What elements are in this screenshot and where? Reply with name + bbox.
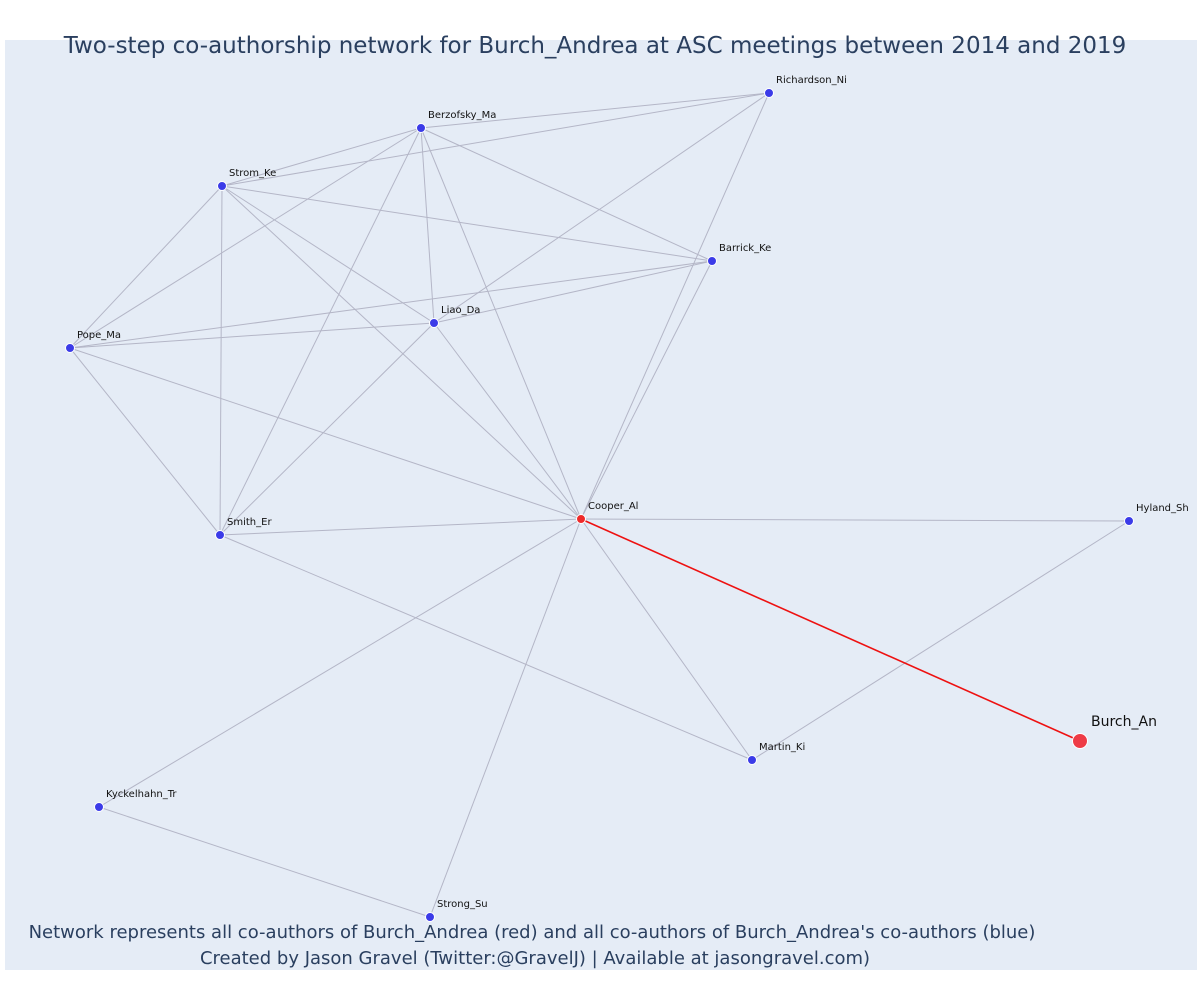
node-label-strom: Strom_Ke bbox=[229, 168, 276, 179]
edge-cooper-barrick bbox=[580, 260, 713, 520]
node-label-kyckelhahn: Kyckelhahn_Tr bbox=[106, 789, 177, 800]
node-strong[interactable] bbox=[425, 912, 435, 922]
edge-smith-martin bbox=[219, 534, 753, 761]
nodes-layer bbox=[65, 88, 1134, 922]
node-label-berzofsky: Berzofsky_Ma bbox=[428, 110, 496, 121]
edge-barrick-strom bbox=[221, 185, 713, 262]
node-hyland[interactable] bbox=[1124, 516, 1134, 526]
node-smith[interactable] bbox=[215, 530, 225, 540]
edge-berzofsky-richardson bbox=[420, 92, 770, 129]
edge-hyland-martin bbox=[751, 520, 1130, 761]
node-label-strong: Strong_Su bbox=[437, 899, 488, 910]
node-berzofsky[interactable] bbox=[416, 123, 426, 133]
node-label-richardson: Richardson_Ni bbox=[776, 75, 847, 86]
edge-cooper-liao bbox=[433, 322, 582, 520]
node-label-burch: Burch_An bbox=[1091, 714, 1157, 730]
edge-cooper-strom bbox=[221, 185, 582, 520]
node-label-smith: Smith_Er bbox=[227, 517, 272, 528]
edge-liao-barrick bbox=[433, 260, 713, 324]
edge-pope-strom bbox=[69, 185, 223, 349]
node-liao[interactable] bbox=[429, 318, 439, 328]
edges-layer bbox=[69, 92, 1130, 918]
edge-liao-berzofsky bbox=[420, 127, 435, 324]
edge-strom-richardson bbox=[221, 92, 770, 187]
edge-cooper-pope bbox=[69, 347, 582, 520]
node-kyckelhahn[interactable] bbox=[94, 802, 104, 812]
node-label-hyland: Hyland_Sh bbox=[1136, 503, 1189, 514]
node-strom[interactable] bbox=[217, 181, 227, 191]
node-label-liao: Liao_Da bbox=[441, 305, 480, 316]
edge-pope-berzofsky bbox=[69, 127, 422, 349]
node-label-martin: Martin_Ki bbox=[759, 742, 805, 753]
node-label-cooper: Cooper_Al bbox=[588, 501, 638, 512]
caption-line-2: Created by Jason Gravel (Twitter:@Gravel… bbox=[200, 948, 870, 969]
focus-edge-cooper-burch bbox=[580, 518, 1081, 742]
edge-cooper-berzofsky bbox=[420, 127, 582, 520]
edge-cooper-strong bbox=[429, 518, 582, 918]
edge-smith-berzofsky bbox=[219, 127, 422, 536]
labels-layer: Richardson_Ni Berzofsky_Ma Strom_Ke Barrick… bbox=[77, 75, 1189, 910]
plot-background bbox=[5, 40, 1197, 970]
edge-cooper-richardson bbox=[580, 92, 770, 520]
edge-pope-liao bbox=[69, 322, 435, 349]
edge-pope-barrick bbox=[69, 260, 713, 349]
edge-cooper-kyckelhahn bbox=[98, 518, 582, 808]
node-cooper[interactable] bbox=[576, 514, 586, 524]
focus-edges-layer bbox=[580, 518, 1081, 742]
edge-barrick-berzofsky bbox=[420, 127, 713, 262]
edge-cooper-hyland bbox=[580, 518, 1130, 522]
edge-kyckelhahn-strong bbox=[98, 806, 431, 918]
node-richardson[interactable] bbox=[764, 88, 774, 98]
node-martin[interactable] bbox=[747, 755, 757, 765]
edge-smith-pope bbox=[69, 347, 221, 536]
edge-cooper-smith bbox=[219, 518, 582, 536]
edge-strom-berzofsky bbox=[221, 127, 422, 187]
edge-liao-richardson bbox=[433, 92, 770, 324]
node-burch[interactable] bbox=[1072, 733, 1088, 749]
node-pope[interactable] bbox=[65, 343, 75, 353]
edge-cooper-martin bbox=[580, 518, 753, 761]
edge-smith-liao bbox=[219, 322, 435, 536]
edge-smith-strom bbox=[219, 185, 223, 536]
node-barrick[interactable] bbox=[707, 256, 717, 266]
caption-line-1: Network represents all co-authors of Bur… bbox=[29, 922, 1036, 943]
figure-title: Two-step co-authorship network for Burch… bbox=[63, 33, 1127, 59]
node-label-barrick: Barrick_Ke bbox=[719, 243, 771, 254]
edge-liao-strom bbox=[221, 185, 435, 324]
node-label-pope: Pope_Ma bbox=[77, 330, 121, 341]
